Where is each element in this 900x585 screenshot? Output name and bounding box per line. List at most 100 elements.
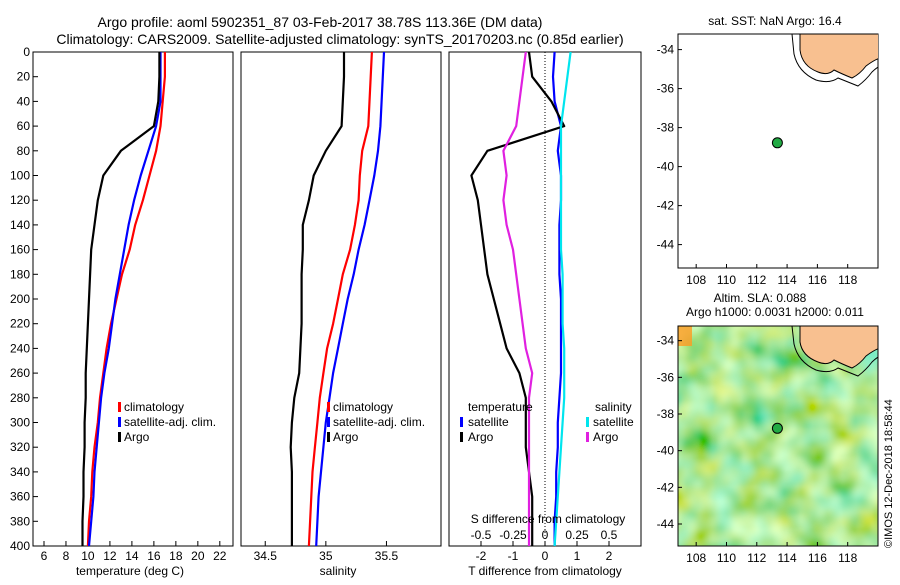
- sla-map-title-2: Argo h1000: 0.0031 h2000: 0.011: [686, 305, 864, 319]
- x-tick-label: 35.5: [375, 549, 399, 563]
- lat-tick-label: -36: [657, 82, 675, 96]
- series-line-argo: [81, 52, 161, 546]
- x-tick-label: -2: [476, 549, 487, 563]
- lon-tick-label: 108: [686, 551, 706, 565]
- x-tick-label: 8: [63, 549, 70, 563]
- legend-swatch-temp-argo: [460, 432, 463, 442]
- difference-series: [470, 51, 572, 547]
- salinity-xlabel: salinity: [320, 564, 357, 578]
- lon-tick-label: 114: [778, 551, 797, 565]
- series-line-argo: [289, 52, 346, 546]
- sla-map-panel: Altim. SLA: 0.088 Argo h1000: 0.0031 h20…: [657, 291, 879, 565]
- y-tick-label: 340: [10, 465, 30, 479]
- top-tick-label: -0.5: [471, 528, 492, 542]
- legend-swatch-temp-satellite: [460, 417, 463, 427]
- legend-swatch-satellite: [118, 417, 121, 427]
- y-tick-label: 120: [10, 193, 30, 207]
- lon-tick-label: 114: [778, 273, 797, 287]
- lat-tick-label: -42: [657, 199, 675, 213]
- y-tick-label: 300: [10, 416, 30, 430]
- temperature-xlabel: temperature (deg C): [76, 564, 184, 578]
- sst-map-title: sat. SST: NaN Argo: 16.4: [708, 14, 842, 28]
- y-tick-label: 140: [10, 218, 30, 232]
- sla-map-title-1: Altim. SLA: 0.088: [714, 291, 807, 305]
- argo-float-location-sla: [771, 422, 783, 434]
- y-tick-label: 360: [10, 490, 30, 504]
- top-tick-label: 0: [542, 528, 549, 542]
- series-line-salinity-argo: [502, 51, 534, 546]
- t-difference-xlabel: T difference from climatology: [468, 564, 622, 578]
- series-line-salinity-satellite: [553, 51, 572, 547]
- land-australia: [799, 34, 878, 79]
- salinity-legend: climatology satellite-adj. clim. Argo: [327, 400, 425, 444]
- y-tick-label: 80: [17, 144, 31, 158]
- salinity-plot-frame: [240, 51, 442, 547]
- y-tick-label: 200: [10, 292, 30, 306]
- legend-label-satellite: satellite-adj. clim.: [124, 415, 216, 429]
- sla-map-axes: 108 110 112 114 116 118 -34 -36 -38 -40 -42 -44: [657, 334, 858, 565]
- legend-swatch-satellite: [327, 417, 330, 427]
- x-tick-label: 16: [147, 549, 161, 563]
- salinity-panel: 34.5 35 35.5 salinity climatology satellit…: [240, 51, 442, 578]
- temperature-axis: 6 8 10 12 14 16 18 20 22: [41, 541, 227, 563]
- y-tick-label: 40: [17, 94, 31, 108]
- legend-label-temp-argo: Argo: [468, 430, 494, 444]
- x-tick-label: 18: [169, 549, 183, 563]
- series-line-climatology: [307, 51, 373, 547]
- legend-swatch-climatology: [327, 402, 330, 412]
- difference-legend: temperature salinity satellite Argo sate…: [460, 400, 634, 444]
- temperature-plot-frame: [32, 51, 234, 547]
- sla-hotspot: [678, 326, 692, 346]
- y-tick-label: 380: [10, 514, 30, 528]
- lat-tick-label: -38: [657, 121, 675, 135]
- shelf-contour: [791, 34, 878, 87]
- land-australia-sla: [799, 326, 878, 369]
- lon-tick-label: 112: [747, 551, 766, 565]
- legend-swatch-argo: [118, 432, 121, 442]
- y-tick-label: 220: [10, 317, 30, 331]
- salinity-series: [289, 51, 386, 547]
- legend-title-salinity: salinity: [595, 400, 632, 414]
- legend-label-sal-argo: Argo: [593, 430, 619, 444]
- y-tick-label: 0: [23, 45, 30, 59]
- y-tick-label: 240: [10, 341, 30, 355]
- lat-tick-label: -38: [657, 407, 675, 421]
- y-tick-label: 60: [17, 119, 31, 133]
- credit-watermark: ©IMOS 12-Dec-2018 18:58:44: [883, 399, 895, 548]
- legend-swatch-climatology: [118, 402, 121, 412]
- x-tick-label: 14: [125, 549, 139, 563]
- x-tick-label: 22: [213, 549, 227, 563]
- legend-swatch-sal-argo: [586, 432, 589, 442]
- legend-label-temp-satellite: satellite: [468, 415, 509, 429]
- x-tick-label: 0: [542, 549, 549, 563]
- series-line-satellite-adj-clim-: [315, 51, 386, 547]
- x-tick-label: 34.5: [254, 549, 278, 563]
- lat-tick-label: -34: [657, 334, 675, 348]
- x-tick-label: 2: [606, 549, 613, 563]
- y-tick-label: 260: [10, 366, 30, 380]
- title-line-1: Argo profile: aoml 5902351_87 03-Feb-201…: [98, 14, 543, 30]
- lat-tick-label: -40: [657, 444, 675, 458]
- shelf-contour-sla: [791, 326, 878, 377]
- series-line-satellite-adj-clim-: [87, 52, 162, 547]
- y-tick-label: 400: [10, 539, 30, 553]
- y-tick-label: 320: [10, 440, 30, 454]
- lat-tick-label: -44: [657, 517, 675, 531]
- y-tick-label: 160: [10, 243, 30, 257]
- x-tick-label: 12: [103, 549, 117, 563]
- x-tick-label: 6: [41, 549, 48, 563]
- y-tick-label: 100: [10, 169, 30, 183]
- difference-panel: -2 -1 0 1 2 S difference from climatology -0…: [448, 51, 642, 578]
- lon-tick-label: 108: [686, 273, 706, 287]
- t-difference-axis: -2 -1 0 1 2: [476, 541, 613, 563]
- legend-label-argo: Argo: [333, 430, 359, 444]
- lon-tick-label: 116: [808, 551, 827, 565]
- s-difference-axis: -0.5 -0.25 0 0.25 0.5: [471, 528, 618, 542]
- lon-tick-label: 112: [747, 273, 766, 287]
- temperature-panel: 0 20 40 60 80 100 120 140 160 180 200 220 240 260 280 3…: [10, 45, 234, 578]
- y-tick-label: 280: [10, 391, 30, 405]
- x-tick-label: 35: [319, 549, 333, 563]
- sst-map-axes: 108 110 112 114 116 118 -34 -36 -38 -40 -42 -44: [657, 43, 858, 287]
- temperature-series: [81, 52, 166, 547]
- legend-title-temperature: temperature: [468, 400, 533, 414]
